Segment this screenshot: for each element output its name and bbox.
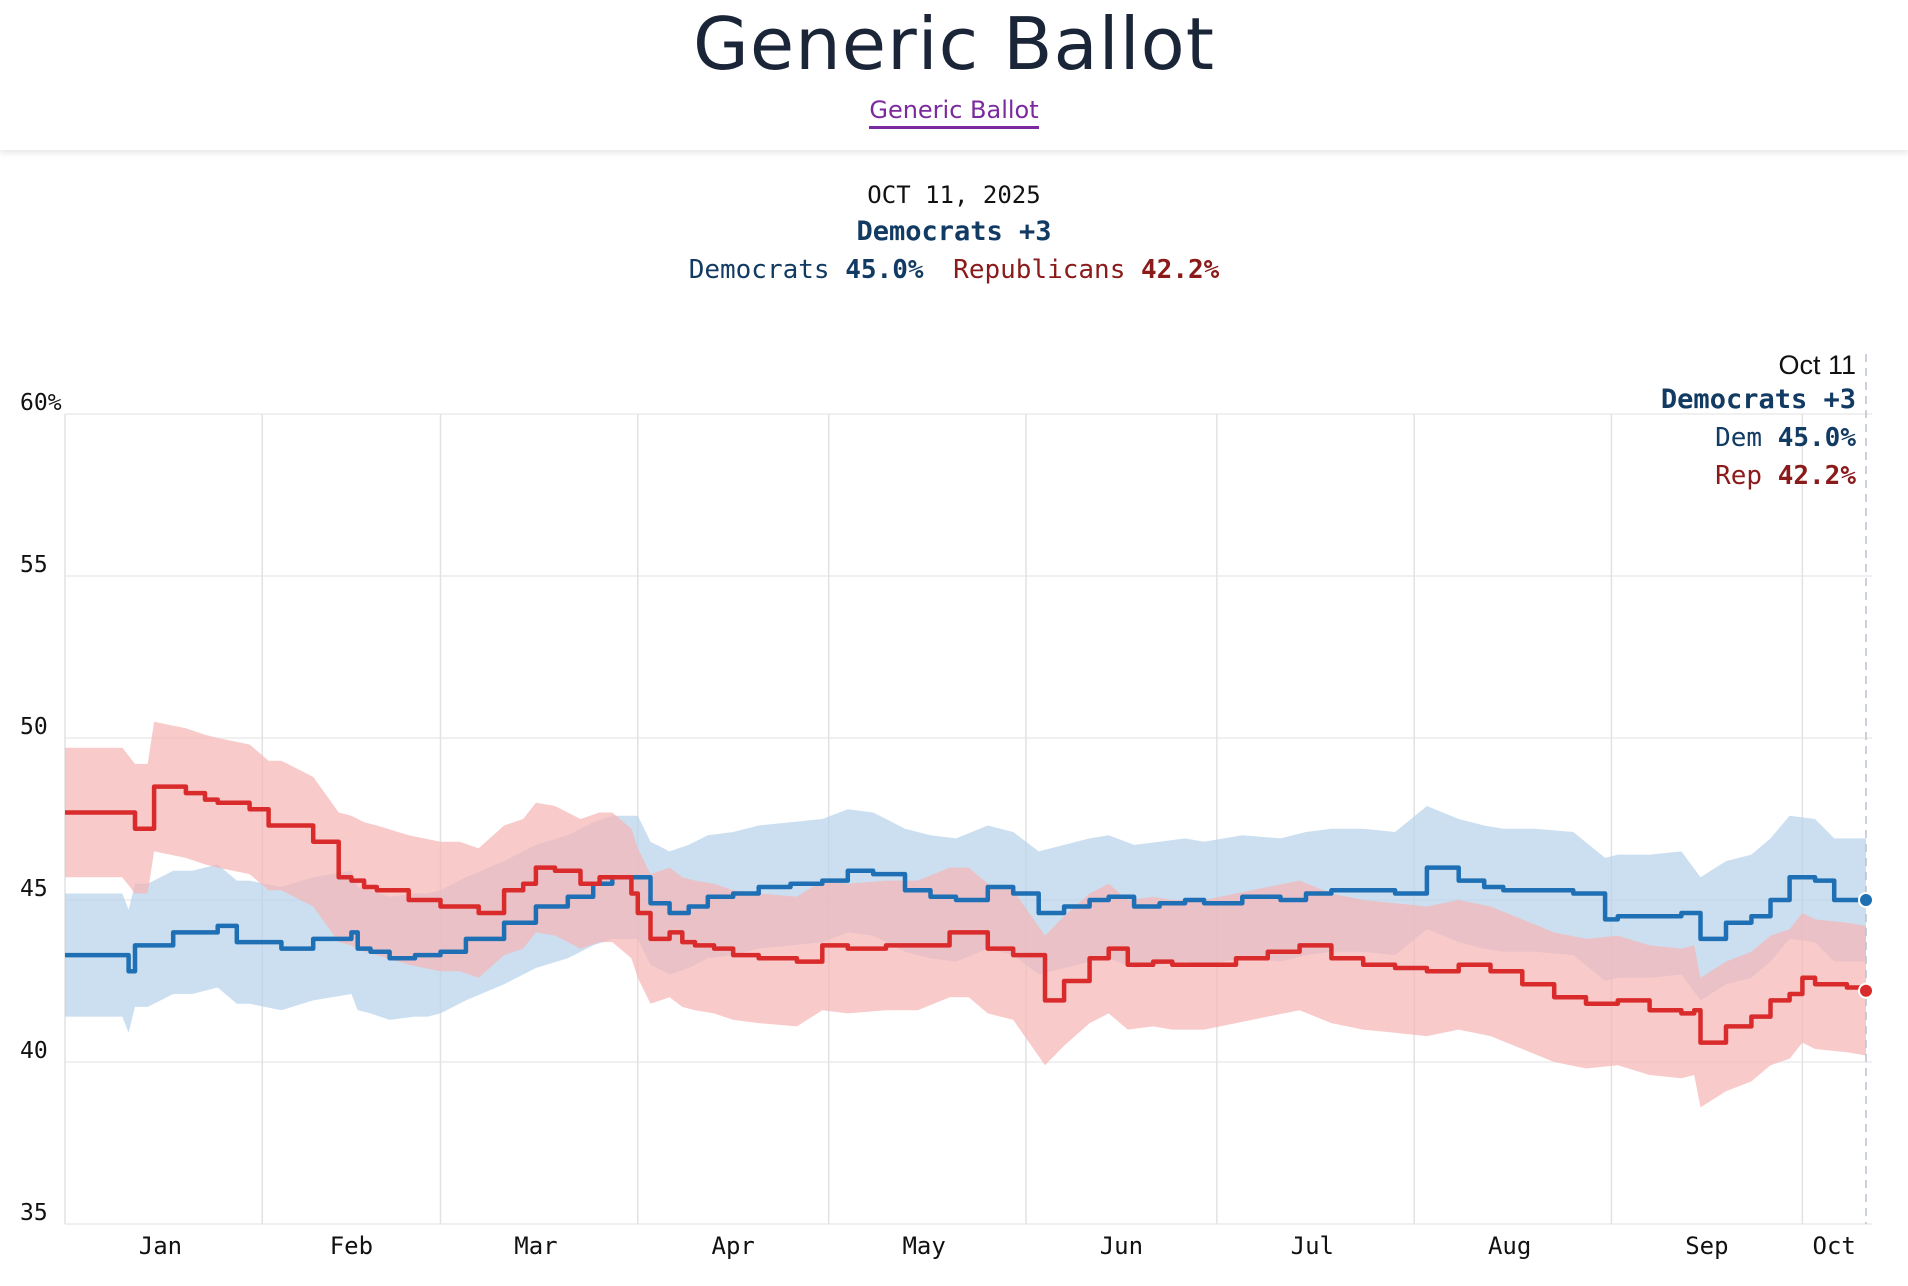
rep-confidence-band [65, 721, 1866, 1108]
tooltip-rep-label: Rep [1715, 461, 1762, 491]
x-tick-label: Aug [1488, 1232, 1531, 1260]
summary-dem-label: Democrats [688, 255, 830, 285]
x-tick-label: Jan [139, 1232, 182, 1260]
rep-end-dot [1858, 982, 1874, 999]
tooltip-rep-line: Rep 42.2% [1715, 461, 1856, 491]
summary-date: OCT 11, 2025 [867, 181, 1041, 209]
x-tick-label: Mar [514, 1232, 557, 1260]
summary-values: Democrats 45.0% Republicans 42.2% [0, 252, 1908, 288]
hover-tooltip: Oct 11 Democrats +3 Dem 45.0% Rep 42.2% [1661, 350, 1856, 491]
summary-dem-value: 45.0% [845, 255, 924, 285]
x-tick-label: Apr [712, 1232, 755, 1260]
uncertainty-bands [65, 721, 1866, 1108]
y-axis-ticks: 35 40 45 50 55 60% [20, 390, 62, 1226]
y-tick-label: 45 [20, 876, 48, 902]
tooltip-rep-value: 42.2% [1778, 461, 1857, 491]
generic-ballot-link[interactable]: Generic Ballot [869, 96, 1039, 129]
summary-leader: Democrats +3 [856, 216, 1052, 247]
tooltip-dem-value: 45.0% [1778, 423, 1857, 453]
tooltip-date: Oct 11 [1778, 350, 1856, 380]
x-tick-label: Sep [1685, 1232, 1728, 1260]
y-tick-label: 60% [20, 390, 62, 416]
y-tick-label: 40 [20, 1038, 48, 1064]
tooltip-leader: Democrats +3 [1661, 384, 1856, 415]
page-title: Generic Ballot [693, 2, 1215, 86]
page-header: Generic Ballot Generic Ballot [0, 0, 1908, 150]
dem-series-line [65, 865, 1866, 974]
rep-series-line [65, 784, 1869, 1045]
series-lines [65, 784, 1869, 1045]
x-tick-label: Oct [1813, 1232, 1856, 1260]
x-tick-label: Feb [330, 1232, 373, 1260]
y-tick-label: 55 [20, 552, 48, 578]
y-tick-label: 35 [20, 1200, 48, 1226]
summary-rep-value: 42.2% [1141, 255, 1220, 285]
tooltip-dem-label: Dem [1715, 423, 1762, 453]
x-tick-label: Jun [1100, 1232, 1143, 1260]
x-tick-label: Jul [1291, 1232, 1334, 1260]
dem-end-dot [1858, 892, 1874, 908]
y-tick-label: 50 [20, 714, 48, 740]
x-axis-ticks: Jan Feb Mar Apr May Jun Jul Aug Sep Oct [139, 1232, 1856, 1260]
x-tick-label: May [902, 1232, 945, 1260]
generic-ballot-chart[interactable]: 35 40 45 50 55 60% Jan Feb Mar Apr May Jun Jul Aug Se… [0, 340, 1908, 1286]
end-markers [1858, 892, 1874, 999]
subnav: Generic Ballot [0, 96, 1908, 129]
summary-panel: OCT 11, 2025 Democrats +3 Democrats 45.0… [0, 178, 1908, 288]
tooltip-dem-line: Dem 45.0% [1715, 423, 1856, 453]
summary-rep-label: Republicans [953, 255, 1126, 285]
